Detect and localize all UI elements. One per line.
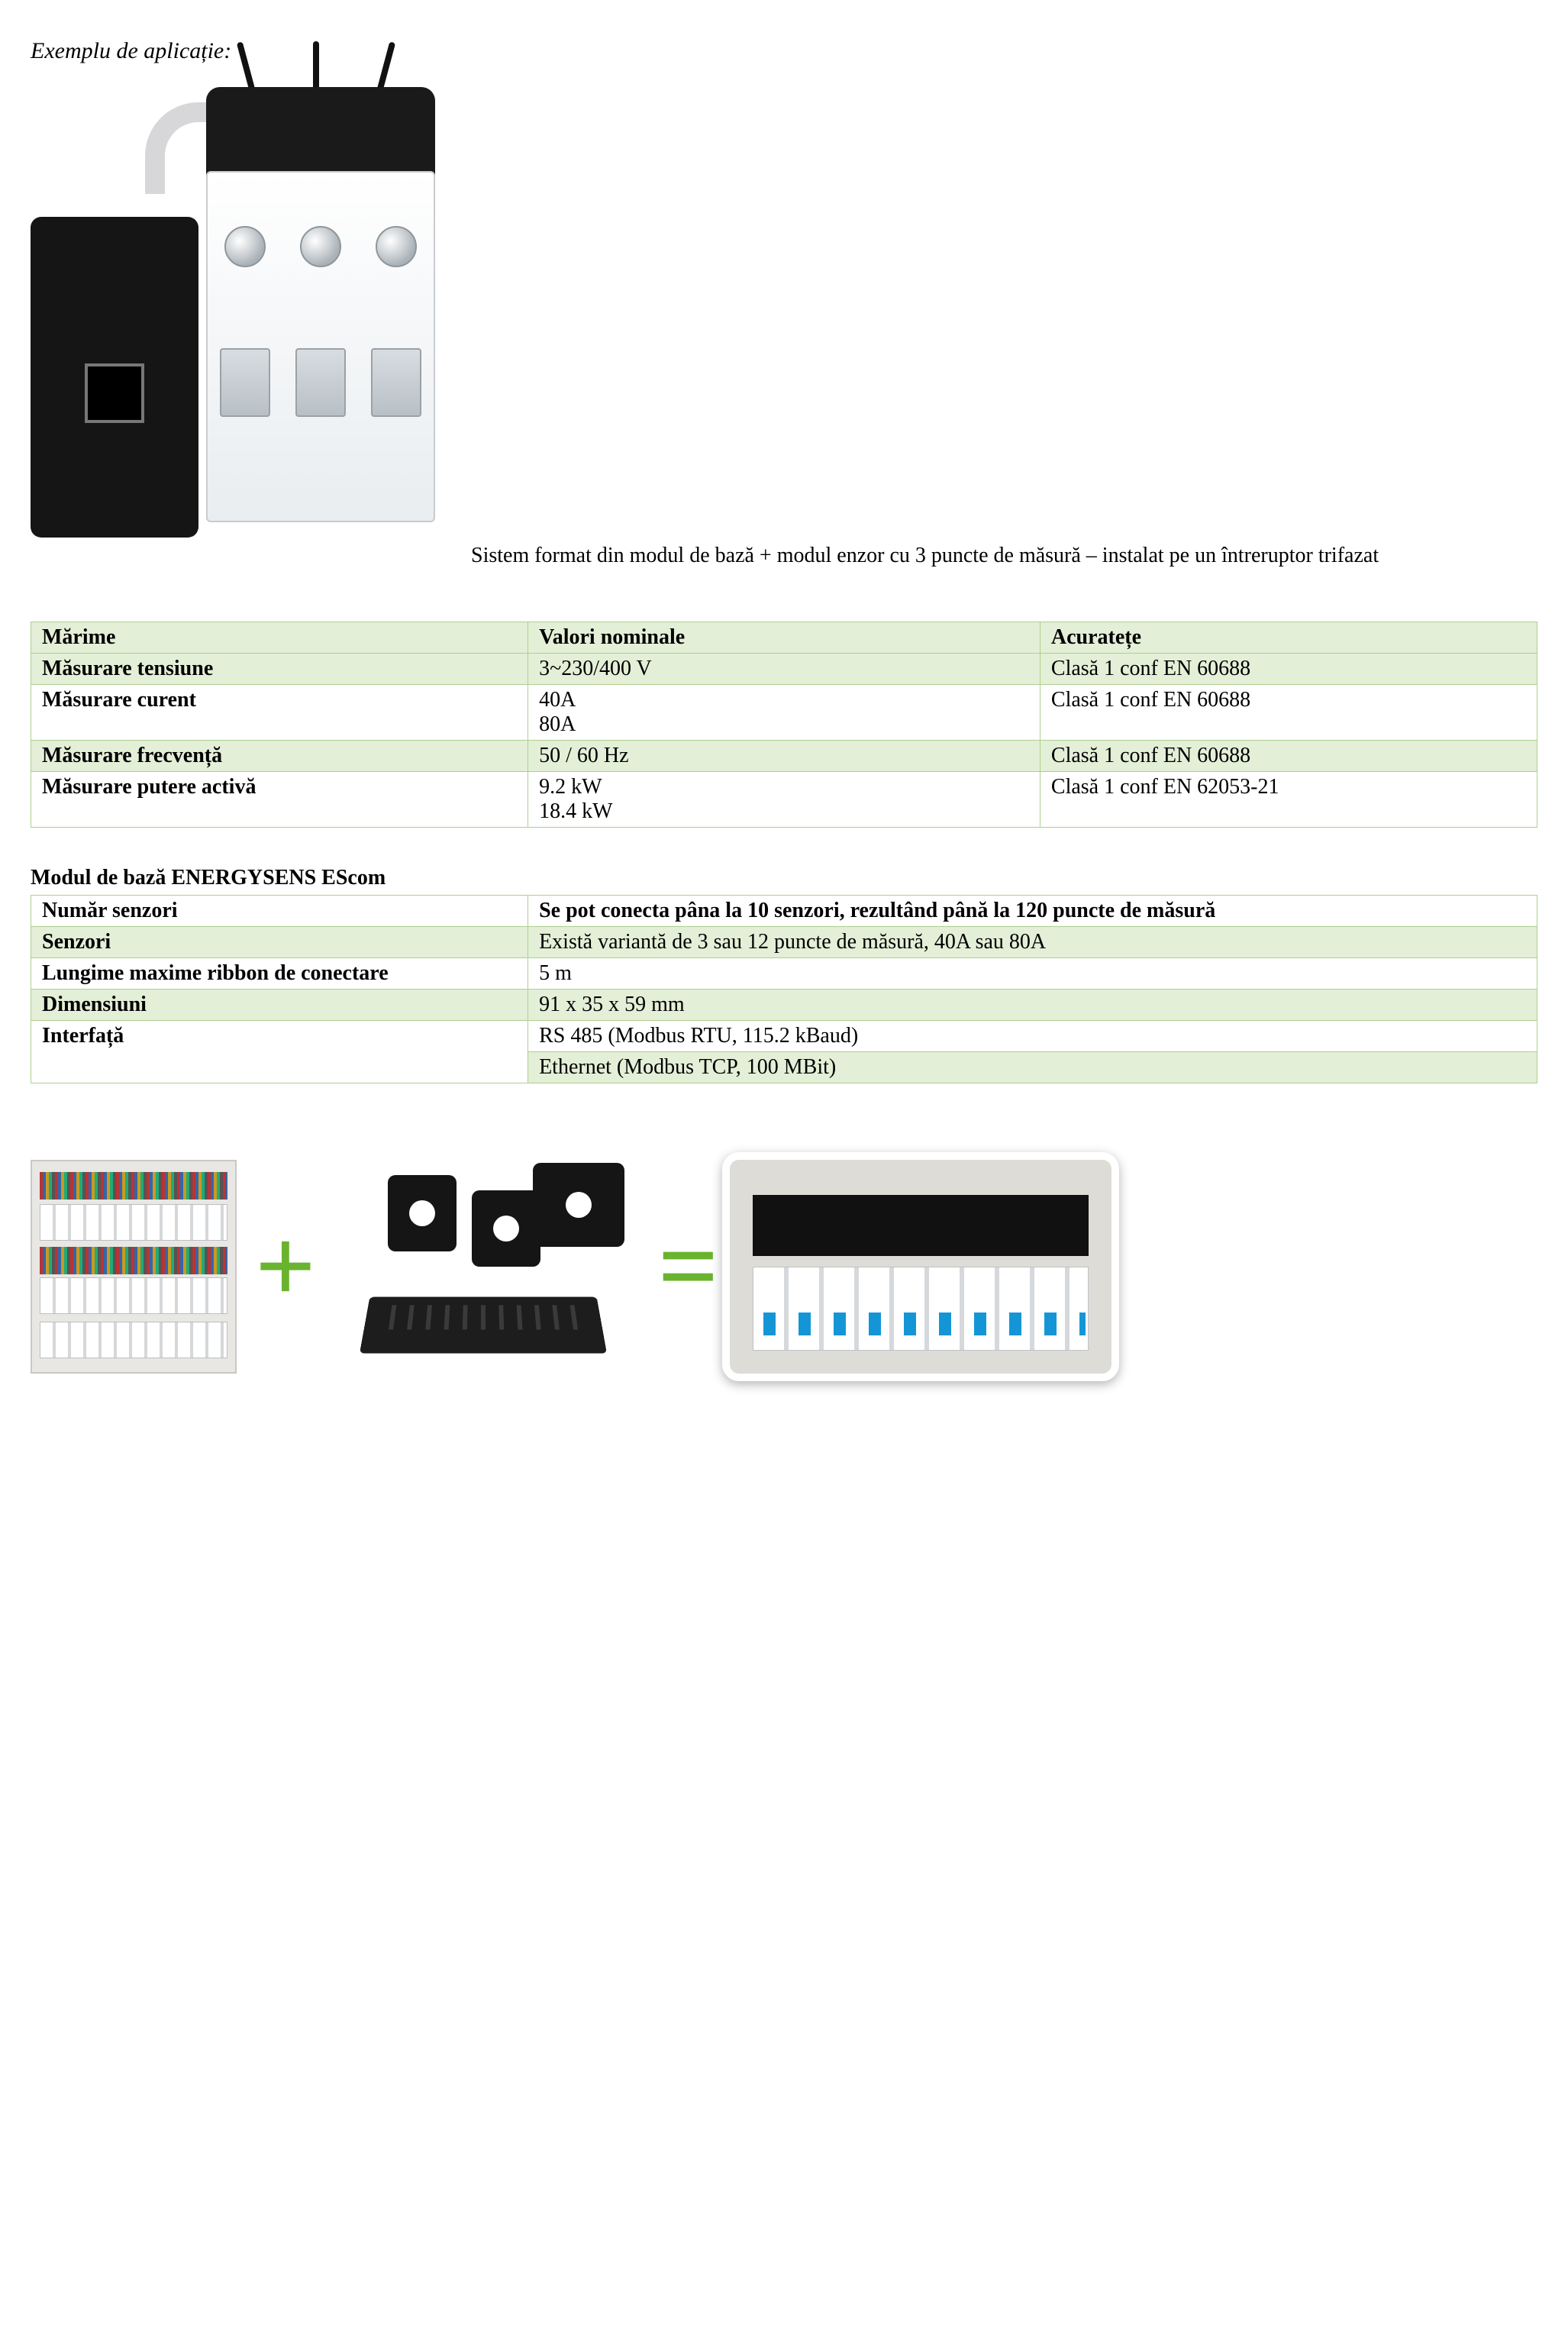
t2-r1-c0: Senzori — [31, 927, 528, 958]
panel-after-icon — [722, 1152, 1119, 1381]
product-figure-block: Sistem format din modul de bază + modul … — [31, 79, 1537, 568]
t1-header-valori: Valori nominale — [528, 622, 1040, 654]
t2-r1-c1: Există variantă de 3 sau 12 puncte de mă… — [528, 927, 1537, 958]
t2-r4-c1: RS 485 (Modbus RTU, 115.2 kBaud) — [528, 1021, 1537, 1052]
t1-header-marime: Mărime — [31, 622, 528, 654]
equals-icon: = — [658, 1213, 704, 1320]
t2-r4-c0: Interfață — [31, 1021, 528, 1083]
t1-r4-c1: 9.2 kW 18.4 kW — [528, 772, 1040, 828]
t1-r4-c0: Măsurare putere activă — [31, 772, 528, 828]
t2-r3-c0: Dimensiuni — [31, 990, 528, 1021]
t1-r2-c1: 40A 80A — [528, 685, 1040, 741]
t1-r3-c1: 50 / 60 Hz — [528, 741, 1040, 772]
base-module-icon — [31, 217, 198, 538]
t1-header-acuratete: Acuratețe — [1040, 622, 1537, 654]
t2-r5-c1: Ethernet (Modbus TCP, 100 MBit) — [528, 1052, 1537, 1083]
circuit-breaker-icon — [206, 171, 435, 522]
t1-r1-c0: Măsurare tensiune — [31, 654, 528, 685]
figure-caption: Sistem format din modul de bază + modul … — [471, 544, 1379, 567]
t1-r3-c2: Clasă 1 conf EN 60688 — [1040, 741, 1537, 772]
specs-table-measurements: Mărime Valori nominale Acuratețe Măsurar… — [31, 622, 1537, 828]
t1-r2-c2: Clasă 1 conf EN 60688 — [1040, 685, 1537, 741]
t1-r1-c2: Clasă 1 conf EN 60688 — [1040, 654, 1537, 685]
specs-table-escom: Număr senzori Se pot conecta pâna la 10 … — [31, 895, 1537, 1083]
t1-r4-c2: Clasă 1 conf EN 62053-21 — [1040, 772, 1537, 828]
t2-r3-c1: 91 x 35 x 59 mm — [528, 990, 1537, 1021]
t2-r0-c0: Număr senzori — [31, 896, 528, 927]
t1-r3-c0: Măsurare frecvență — [31, 741, 528, 772]
panel-before-icon — [31, 1160, 237, 1374]
sensor-kit-icon — [334, 1167, 640, 1366]
t1-r2-c0: Măsurare curent — [31, 685, 528, 741]
section-title-escom: Modul de bază ENERGYSENS EScom — [31, 866, 1537, 890]
t2-r2-c1: 5 m — [528, 958, 1537, 990]
equation-graphic: + = — [31, 1152, 1537, 1381]
product-illustration — [31, 79, 458, 568]
t2-r0-c1: Se pot conecta pâna la 10 senzori, rezul… — [528, 896, 1537, 927]
t1-r1-c1: 3~230/400 V — [528, 654, 1040, 685]
t2-r2-c0: Lungime maxime ribbon de conectare — [31, 958, 528, 990]
plus-icon: + — [255, 1213, 316, 1320]
